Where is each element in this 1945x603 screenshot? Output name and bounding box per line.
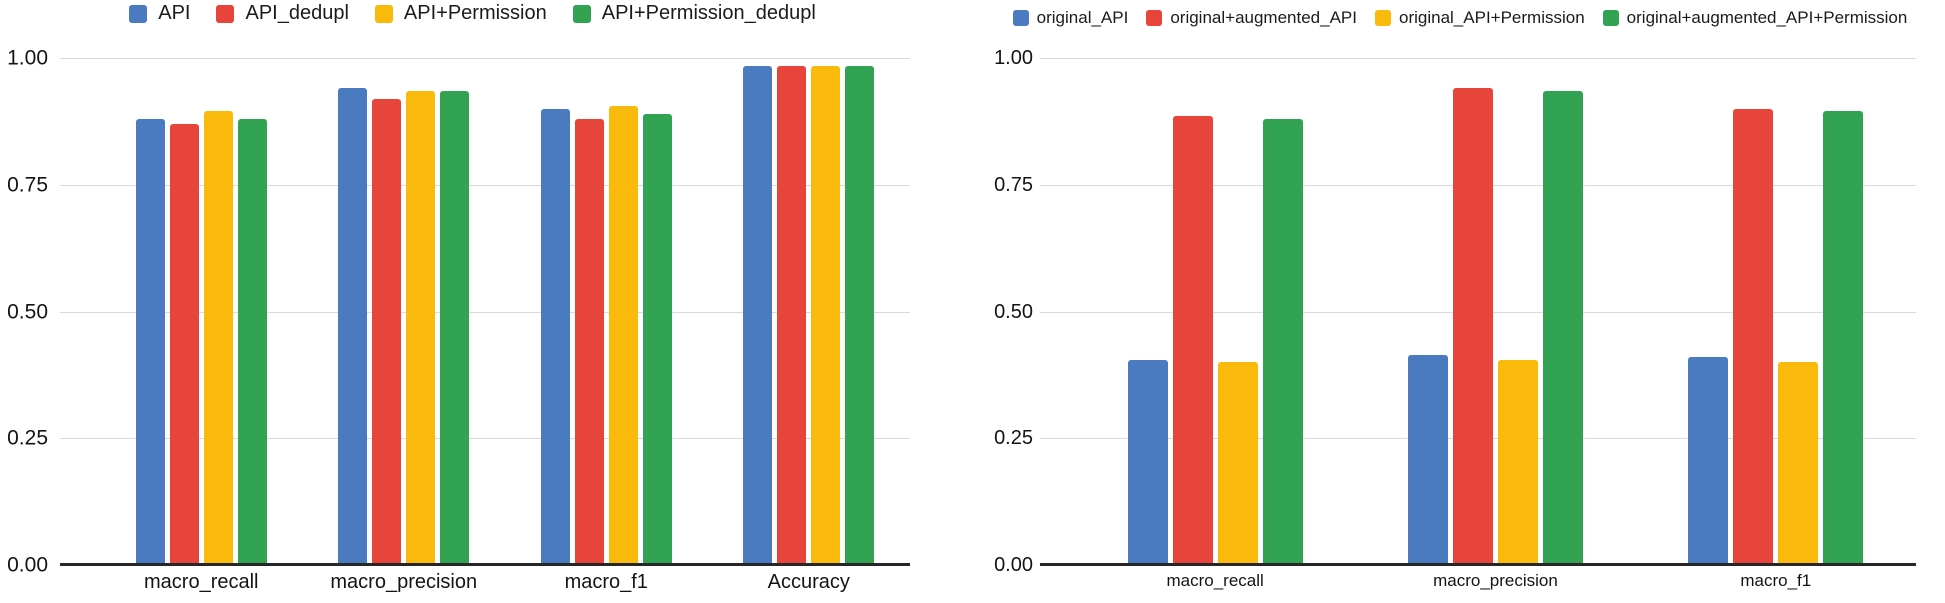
legend-item: original+augmented_API+Permission: [1602, 8, 1908, 28]
bar: [1733, 108, 1774, 565]
y-axis-tick-label: 0.75: [994, 173, 1033, 196]
bar: [1778, 362, 1819, 565]
legend-color-swatch-icon: [216, 4, 235, 23]
bar: [574, 118, 604, 565]
gridline: [60, 58, 910, 59]
plot-area: [1040, 58, 1916, 566]
legend-color-swatch-icon: [572, 4, 591, 23]
x-axis-category-label: Accuracy: [767, 571, 850, 593]
bar-group: [1075, 58, 1355, 565]
bar: [440, 90, 470, 565]
y-axis-tick-label: 0.25: [994, 427, 1033, 450]
x-axis-category-label: macro_precision: [330, 571, 478, 593]
bar: [169, 123, 199, 565]
y-axis-tick-label: 0.75: [7, 173, 48, 197]
gridline: [60, 184, 910, 186]
bar: [1452, 88, 1493, 565]
x-axis-category-label: macro_precision: [1433, 571, 1558, 590]
x-axis-category-label: macro_recall: [1166, 571, 1264, 590]
x-axis-category-label: macro_f1: [564, 571, 648, 593]
x-axis-labels: macro_recall macro_precision macro_f1 Accur…: [100, 571, 910, 594]
bar: [1172, 116, 1213, 565]
gridline: [60, 438, 910, 440]
bar: [608, 106, 638, 565]
bar: [237, 118, 267, 565]
y-axis-tick-label: 1.00: [7, 46, 48, 70]
legend-label: original_API+Permission: [1399, 8, 1585, 27]
bar: [1217, 362, 1258, 565]
legend-color-swatch-icon: [1375, 10, 1391, 26]
legend-label: API: [158, 2, 191, 24]
legend-label: original+augmented_API: [1170, 8, 1357, 27]
plot-area: [60, 58, 910, 566]
bar: [1542, 90, 1583, 565]
legend-color-swatch-icon: [1602, 10, 1619, 26]
legend-color-swatch-icon: [1012, 10, 1029, 26]
y-axis-tick-label: 0.00: [994, 554, 1033, 576]
bar: [1262, 118, 1303, 565]
bar: [743, 65, 773, 565]
bar: [1127, 359, 1168, 565]
bar: [1688, 357, 1729, 565]
bar-group: [100, 58, 303, 565]
legend-color-swatch-icon: [374, 4, 393, 23]
bar: [338, 88, 368, 565]
bar-group: [1636, 58, 1916, 565]
x-axis-category-label: macro_recall: [144, 571, 259, 593]
x-axis-line: [60, 563, 910, 566]
legend-label: original+augmented_API+Permission: [1626, 8, 1908, 27]
bar-group: [1355, 58, 1635, 565]
legend-label: original_API: [1036, 8, 1129, 27]
legend-item: API+Permission_dedupl: [572, 2, 816, 25]
legend-item: original+augmented_API: [1146, 8, 1357, 28]
chart-left: API API_dedupl API+Permission API+Permissio…: [0, 0, 945, 603]
bars: [1075, 58, 1916, 565]
bar: [845, 65, 875, 565]
legend-color-swatch-icon: [129, 4, 148, 23]
bar: [372, 98, 402, 565]
gridline: [60, 311, 910, 313]
legend-label: API+Permission_dedupl: [601, 2, 816, 24]
bar-group: [708, 58, 911, 565]
bar: [203, 111, 233, 565]
legend-label: API_dedupl: [245, 2, 349, 24]
chart-right: original_API original+augmented_API origin…: [975, 0, 1945, 603]
bars: [100, 58, 910, 565]
legend-label: API+Permission: [403, 2, 547, 24]
bar-group: [505, 58, 708, 565]
legend-item: API+Permission: [374, 2, 547, 25]
x-axis-labels: macro_recall macro_precision macro_f1: [1075, 571, 1916, 591]
y-axis-labels: 1.00 0.75 0.50 0.25 0.00: [975, 48, 1033, 575]
y-axis-tick-label: 0.25: [7, 426, 48, 450]
bar: [777, 65, 807, 565]
bar: [1497, 359, 1538, 565]
x-axis-line: [1040, 563, 1916, 566]
legend-item: API_dedupl: [216, 2, 349, 25]
y-axis-tick-label: 1.00: [994, 47, 1033, 69]
bar: [540, 108, 570, 565]
y-axis-tick-label: 0.50: [7, 300, 48, 323]
legend-item: original_API+Permission: [1375, 8, 1585, 28]
bar: [1823, 111, 1864, 565]
bar-group: [303, 58, 506, 565]
y-axis-tick-label: 0.50: [994, 300, 1033, 323]
legend: original_API original+augmented_API origin…: [975, 8, 1945, 28]
x-axis-category-label: macro_f1: [1740, 571, 1812, 590]
bar: [1407, 354, 1448, 565]
bar: [811, 65, 841, 565]
legend: API API_dedupl API+Permission API+Permissio…: [0, 2, 945, 25]
gridline: [1040, 58, 1916, 59]
bar: [406, 90, 436, 565]
y-axis-labels: 1.00 0.75 0.50 0.25 0.00: [0, 48, 48, 576]
y-axis-tick-label: 0.00: [7, 553, 48, 577]
legend-item: API: [129, 2, 190, 25]
bar: [642, 113, 672, 565]
legend-item: original_API: [1012, 8, 1129, 28]
bar: [135, 118, 165, 565]
legend-color-swatch-icon: [1146, 10, 1163, 26]
